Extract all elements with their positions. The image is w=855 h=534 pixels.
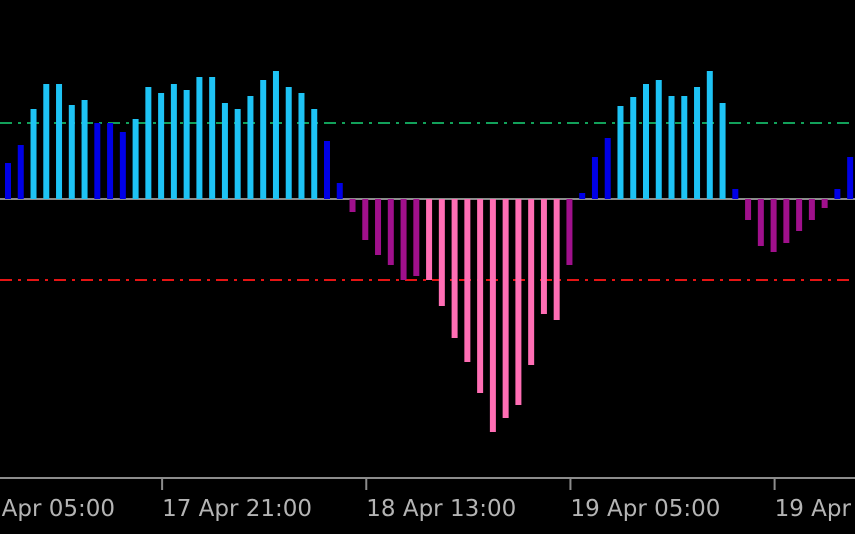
bar xyxy=(209,77,216,199)
bar xyxy=(719,103,726,199)
bar xyxy=(464,199,471,362)
bar xyxy=(170,84,177,199)
bar xyxy=(196,77,203,199)
bar xyxy=(311,109,318,199)
bar xyxy=(298,93,305,199)
bar xyxy=(604,138,611,199)
bar xyxy=(324,141,330,199)
bar xyxy=(477,199,484,393)
bar xyxy=(668,96,675,199)
x-tick-label: 19 Apr xyxy=(775,496,852,522)
bar xyxy=(56,84,63,199)
bar xyxy=(591,157,598,199)
x-tick-label: 18 Apr 13:00 xyxy=(366,496,516,522)
bar xyxy=(502,199,509,418)
bar xyxy=(5,163,11,199)
bar xyxy=(745,199,752,220)
bar xyxy=(757,199,764,246)
bar xyxy=(413,199,420,276)
bar xyxy=(796,199,803,231)
x-tick-label: Apr 05:00 xyxy=(2,496,115,522)
bar xyxy=(132,119,139,199)
bar xyxy=(528,199,535,365)
bar xyxy=(119,132,126,199)
bar xyxy=(94,123,101,199)
bar xyxy=(387,199,394,265)
bar xyxy=(43,84,50,199)
bar xyxy=(783,199,790,243)
bar xyxy=(17,145,24,199)
bar xyxy=(234,109,241,199)
bar xyxy=(260,80,267,199)
bar xyxy=(681,96,688,199)
bar xyxy=(808,199,815,220)
bar xyxy=(821,199,828,208)
bar xyxy=(183,90,190,199)
bar xyxy=(285,87,292,199)
bar xyxy=(158,93,165,199)
bar xyxy=(694,87,701,199)
bar xyxy=(489,199,496,432)
x-tick-label: 19 Apr 05:00 xyxy=(570,496,720,522)
bar xyxy=(426,199,433,280)
bar xyxy=(515,199,522,405)
bar xyxy=(451,199,458,338)
bar xyxy=(375,199,382,255)
bar xyxy=(336,183,343,199)
bar xyxy=(770,199,777,252)
bar xyxy=(107,123,114,199)
bar xyxy=(362,199,369,240)
bar xyxy=(400,199,407,280)
bar xyxy=(145,87,152,199)
bar xyxy=(566,199,573,265)
bar xyxy=(221,103,228,199)
bar xyxy=(643,84,649,199)
bar xyxy=(553,199,560,320)
bar xyxy=(349,199,356,212)
bar xyxy=(655,80,662,199)
x-tick-label: 17 Apr 21:00 xyxy=(162,496,312,522)
bar xyxy=(438,199,445,306)
bar xyxy=(617,106,624,199)
bar xyxy=(579,193,586,199)
bar xyxy=(732,189,739,199)
bar xyxy=(834,189,841,199)
bar xyxy=(540,199,547,314)
bar xyxy=(247,96,254,199)
bar xyxy=(630,97,637,199)
bar xyxy=(272,71,279,199)
bar xyxy=(706,71,713,199)
bar xyxy=(30,109,37,199)
bar xyxy=(68,105,75,199)
bar xyxy=(81,100,88,199)
bar xyxy=(847,157,854,199)
